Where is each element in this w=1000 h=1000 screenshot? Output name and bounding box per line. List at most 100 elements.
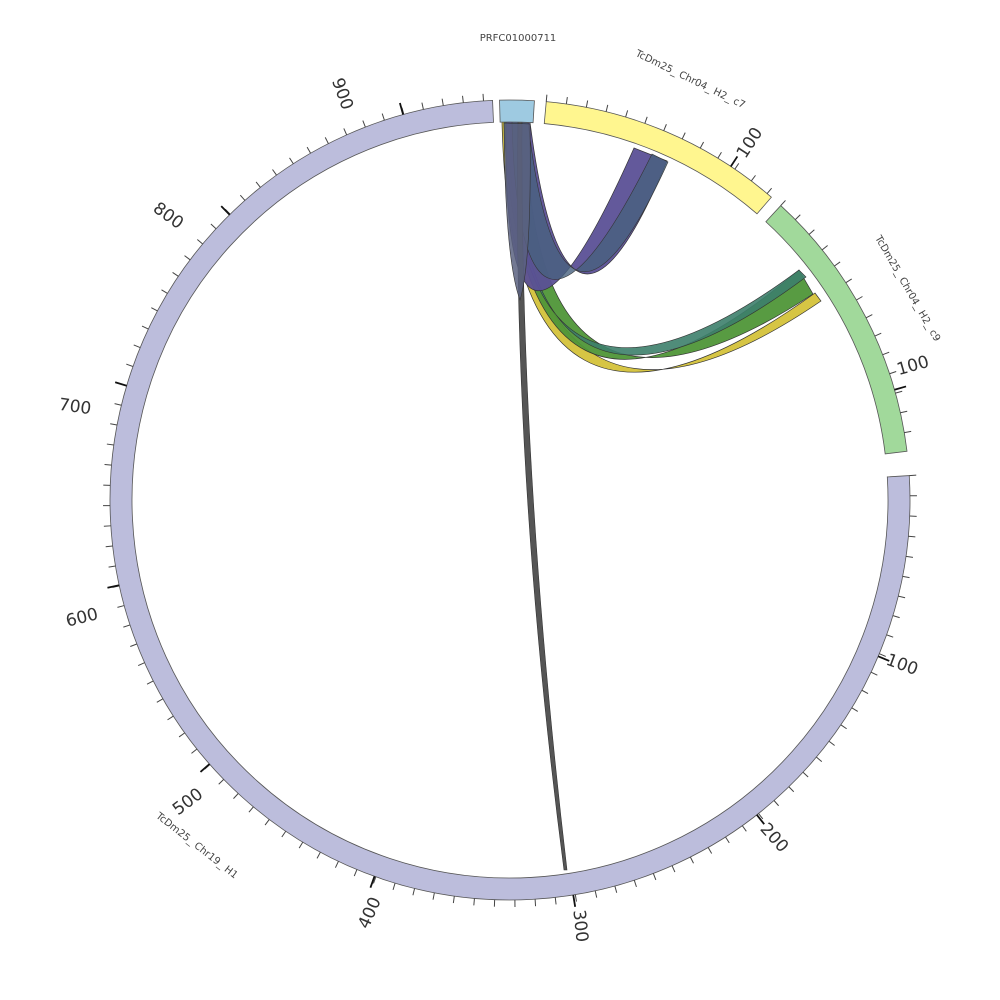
tick-mark — [904, 430, 912, 434]
tick-mark — [758, 813, 764, 820]
tick-label-chr19-700: 700 — [58, 395, 93, 419]
tick-mark — [324, 137, 329, 144]
major-tick-mark — [220, 205, 231, 216]
tick-mark — [362, 120, 366, 128]
segment-label-c9: TcDm25_ Chr04_ H2_ c9 — [872, 233, 942, 344]
tick-mark — [565, 96, 568, 105]
tick-mark — [316, 851, 321, 859]
tick-mark — [633, 880, 637, 888]
tick-mark — [816, 756, 823, 762]
tick-label-chr19-300: 300 — [568, 909, 591, 943]
major-tick-mark — [107, 584, 120, 589]
tick-mark — [585, 100, 589, 108]
major-tick-mark — [572, 894, 577, 907]
tick-mark — [353, 869, 358, 877]
link-prfc-chr19 — [517, 121, 568, 871]
tick-mark — [594, 890, 598, 898]
tick-mark — [671, 865, 676, 873]
tick-mark — [289, 157, 294, 165]
tick-mark — [734, 163, 740, 170]
segment-prfc01000711[interactable] — [499, 99, 535, 124]
tick-mark — [239, 194, 246, 201]
tick-mark — [892, 615, 900, 619]
tick-mark — [865, 314, 873, 319]
tick-mark — [882, 351, 890, 356]
tick-mark — [802, 771, 809, 778]
segment-chr04-h2-c7[interactable] — [543, 101, 772, 215]
segments-layer — [109, 99, 911, 901]
tick-mark — [574, 894, 577, 902]
tick-mark — [808, 229, 815, 235]
tick-mark — [110, 423, 118, 426]
major-tick-mark — [399, 102, 404, 115]
tick-mark — [545, 94, 548, 102]
tick-mark — [218, 779, 225, 785]
tick-mark — [452, 896, 455, 904]
tick-mark — [151, 307, 158, 312]
tick-mark — [614, 885, 618, 893]
tick-mark — [652, 873, 657, 881]
major-tick-mark — [730, 155, 739, 167]
tick-mark — [898, 595, 906, 599]
tick-mark — [137, 662, 145, 666]
tick-label-chr19-900: 900 — [327, 75, 357, 112]
tick-mark — [133, 344, 141, 349]
links-layer — [501, 121, 822, 871]
tick-mark — [130, 643, 137, 647]
tick-mark — [233, 793, 239, 799]
tick-mark — [126, 363, 134, 367]
tick-mark — [432, 892, 435, 900]
tick-mark — [441, 98, 444, 106]
tick-mark — [412, 888, 416, 896]
tick-mark — [105, 545, 113, 548]
ticks-layer — [103, 93, 917, 907]
tick-mark — [699, 141, 705, 149]
tick-mark — [114, 403, 122, 406]
tick-mark — [191, 748, 198, 754]
tick-mark — [902, 575, 910, 579]
tick-mark — [108, 565, 116, 568]
tick-label-chr19-800: 800 — [149, 198, 187, 233]
tick-mark — [473, 898, 475, 906]
tick-mark — [373, 876, 377, 884]
tick-mark — [644, 116, 648, 124]
segment-chr04-h2-c9[interactable] — [765, 204, 908, 455]
tick-mark — [851, 707, 859, 712]
segment-chr19-h1[interactable] — [109, 99, 911, 901]
tick-mark — [196, 239, 204, 245]
tick-mark — [828, 740, 835, 746]
tick-mark — [605, 104, 609, 112]
tick-mark — [178, 732, 186, 738]
tick-mark — [298, 841, 304, 849]
tick-mark — [905, 555, 914, 558]
tick-mark — [156, 698, 164, 703]
tick-mark — [788, 786, 795, 793]
tick-mark — [421, 102, 424, 110]
major-tick-mark — [894, 385, 907, 391]
segment-label-chr19: TcDm25_ Chr19_ H1 — [153, 810, 240, 881]
tick-label-chr19-400: 400 — [354, 894, 385, 932]
tick-mark — [625, 110, 629, 118]
tick-mark — [146, 680, 154, 685]
tick-mark — [895, 390, 903, 394]
tick-mark — [900, 410, 908, 414]
tick-mark — [780, 200, 786, 206]
tick-mark — [123, 624, 131, 628]
tick-mark — [272, 169, 277, 176]
tick-label-c9-100: 100 — [895, 352, 932, 380]
link-prfc-c7-slate — [511, 121, 669, 280]
tick-mark — [886, 634, 894, 638]
tick-mark — [681, 132, 686, 140]
tick-mark — [717, 151, 722, 159]
link-prfc-c9-green — [503, 121, 814, 360]
tick-mark — [879, 653, 886, 657]
tick-mark — [821, 245, 828, 251]
link-prfc-source-overlay — [503, 122, 531, 301]
tick-mark — [161, 289, 168, 294]
tick-mark — [117, 605, 125, 608]
tick-mark — [306, 146, 312, 154]
tick-mark — [210, 223, 217, 230]
tick-mark — [554, 897, 557, 905]
tick-mark — [870, 671, 878, 676]
tick-mark — [845, 278, 852, 284]
